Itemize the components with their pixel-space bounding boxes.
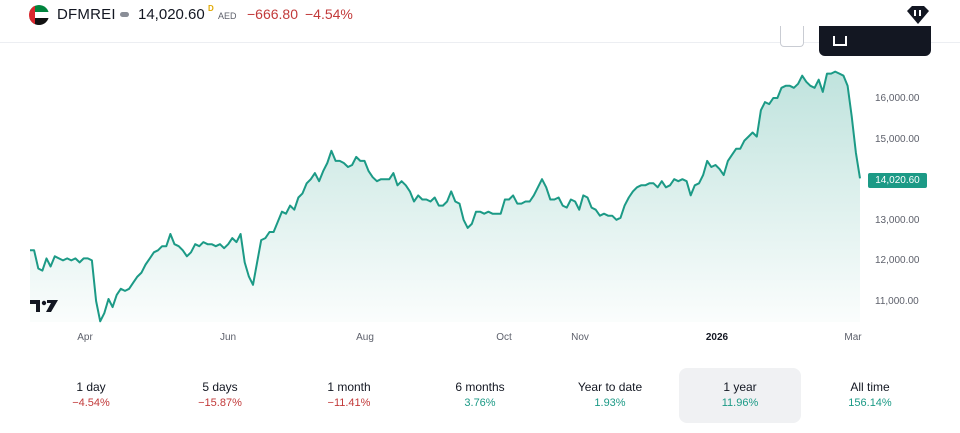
period-all-time[interactable]: All time 156.14% — [809, 368, 931, 423]
period-label: 1 year — [723, 380, 757, 394]
y-axis-label: 12,000.00 — [875, 255, 920, 266]
market-status-icon — [120, 12, 129, 17]
period-1-day[interactable]: 1 day −4.54% — [30, 368, 152, 423]
y-axis-label: 16,000.00 — [875, 93, 920, 104]
period-1-month[interactable]: 1 month −11.41% — [288, 368, 410, 423]
tv-watermark-icon — [30, 298, 58, 319]
price-line — [30, 70, 861, 323]
price-change-percent: −4.54% — [305, 6, 353, 22]
x-axis-label: Mar — [844, 332, 862, 343]
period-change: −15.87% — [198, 397, 242, 409]
symbol-name[interactable]: DFMREI — [57, 6, 116, 23]
last-price-badge: 14,020.60 — [868, 173, 927, 188]
period-change: −4.54% — [72, 397, 110, 409]
period-1-year[interactable]: 1 year 11.96% — [679, 368, 801, 423]
period-6-months[interactable]: 6 months 3.76% — [419, 368, 541, 423]
symbol-header: DFMREI 14,020.60 D AED −666.80 −4.54% — [0, 0, 960, 32]
y-axis-label: 11,000.00 — [875, 296, 919, 307]
period-5-days[interactable]: 5 days −15.87% — [159, 368, 281, 423]
tradingview-logo-icon[interactable] — [905, 4, 931, 26]
x-axis-label: Oct — [496, 332, 512, 343]
expand-icon — [833, 36, 847, 46]
period-label: 1 month — [327, 380, 371, 394]
x-axis-label: 2026 — [705, 332, 729, 343]
price-chart[interactable] — [0, 43, 960, 323]
snapshot-button[interactable] — [780, 26, 804, 47]
last-price: 14,020.60 — [138, 6, 205, 23]
period-label: 1 day — [76, 380, 106, 394]
period-label: 6 months — [455, 380, 505, 394]
period-change: 3.76% — [464, 397, 496, 409]
x-axis-label: Jun — [219, 332, 237, 343]
currency-label: AED — [218, 11, 237, 21]
delayed-badge: D — [208, 4, 214, 13]
price-change: −666.80 — [247, 6, 298, 22]
period-change: 1.93% — [594, 397, 626, 409]
period-label: 5 days — [202, 380, 238, 394]
period-label: Year to date — [577, 380, 643, 394]
period-change: 156.14% — [848, 397, 892, 409]
full-chart-button[interactable] — [819, 26, 931, 56]
y-axis-label: 15,000.00 — [875, 134, 920, 145]
period-year-to-date[interactable]: Year to date 1.93% — [549, 368, 671, 423]
period-label: All time — [850, 380, 890, 394]
uae-flag-icon — [29, 5, 49, 25]
x-axis-label: Nov — [571, 332, 589, 343]
x-axis-label: Apr — [77, 332, 93, 343]
price-area — [30, 71, 860, 322]
y-axis-label: 13,000.00 — [875, 215, 920, 226]
period-change: 11.96% — [721, 397, 759, 409]
header-divider — [0, 42, 960, 43]
x-axis-label: Aug — [356, 332, 374, 343]
period-change: −11.41% — [327, 397, 371, 409]
period-selector: 1 day −4.54% 5 days −15.87% 1 month −11.… — [30, 368, 930, 423]
